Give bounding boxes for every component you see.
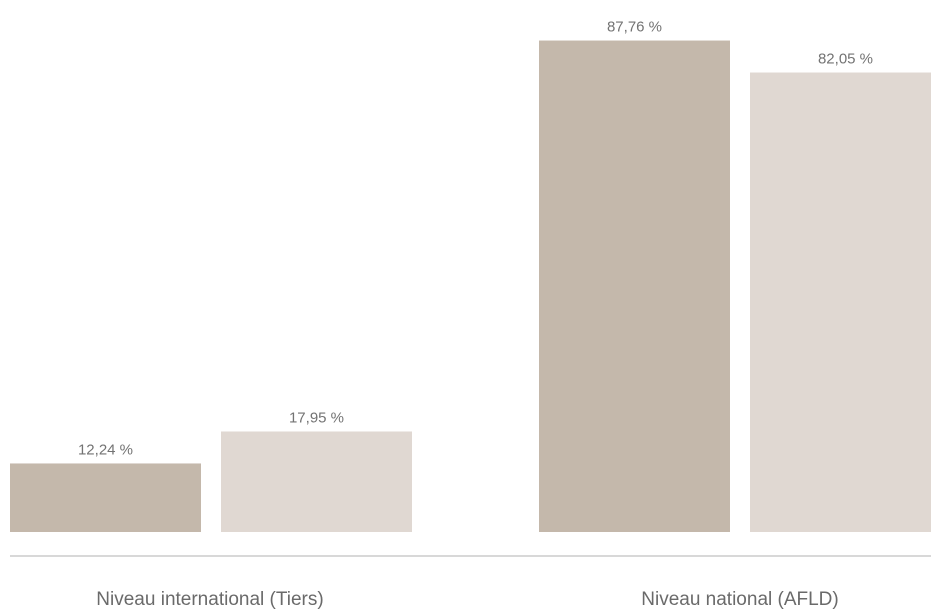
bars-group [10, 40, 931, 533]
category-labels-group: Niveau international (Tiers) Niveau natio… [96, 589, 838, 610]
data-label-2-series-1: 87,76 % [607, 19, 662, 36]
data-label-1-series-1: 12,24 % [78, 441, 133, 458]
category-label-2: Niveau national (AFLD) [641, 589, 838, 610]
bar-2-series-1 [539, 40, 730, 532]
bar-2-series-2 [750, 72, 931, 533]
data-label-2-series-2: 82,05 % [818, 51, 873, 68]
bar-1-series-1 [10, 463, 201, 532]
data-label-1-series-2: 17,95 % [289, 409, 344, 426]
bar-labels-group: 12,24 % 87,76 % 17,95 % 82,05 % [78, 19, 873, 459]
category-label-1: Niveau international (Tiers) [96, 589, 323, 610]
bar-1-series-2 [221, 431, 412, 532]
